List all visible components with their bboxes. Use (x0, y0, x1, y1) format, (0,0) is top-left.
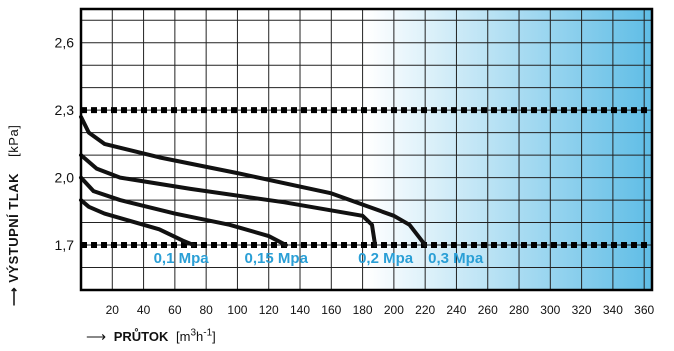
series-curve (79, 153, 378, 248)
series-curve (79, 198, 196, 248)
x-axis-title: PRŮTOK (113, 329, 169, 345)
x-tick-label: 280 (509, 303, 529, 317)
y-axis-unit: [kPa] (6, 124, 21, 157)
x-axis-unit: [m3h-1] (175, 328, 216, 345)
x-tick-label: 360 (634, 303, 654, 317)
x-tick-label: 340 (603, 303, 623, 317)
x-axis-arrow: ⟶ (86, 328, 107, 345)
x-tick-label: 140 (290, 303, 310, 317)
series-curve (79, 114, 428, 248)
x-tick-label: 180 (353, 303, 373, 317)
y-tick-label: 2,0 (55, 170, 75, 186)
x-tick-label: 120 (259, 303, 279, 317)
x-tick-label: 100 (227, 303, 247, 317)
series-curve (79, 175, 288, 248)
series-label: 0,15 Mpa (245, 250, 309, 267)
x-unit-prefix: [m (175, 329, 191, 345)
x-tick-label: 200 (384, 303, 404, 317)
x-tick-label: 220 (415, 303, 435, 317)
x-axis-label: ⟶ PRŮTOK [m3h-1] (86, 328, 216, 345)
y-axis-label: ⟶ VÝSTUPNÍ TLAK [kPa] (6, 125, 22, 306)
x-unit-sup-1: 3 (190, 328, 196, 339)
y-tick-label: 2,6 (55, 35, 75, 51)
x-tick-label: 320 (572, 303, 592, 317)
x-unit-mid: h (196, 329, 204, 345)
x-tick-label: 80 (199, 303, 213, 317)
x-tick-label: 300 (540, 303, 560, 317)
series-label: 0,1 Mpa (154, 250, 210, 267)
plot-frame (79, 7, 654, 292)
x-tick-label: 240 (446, 303, 466, 317)
x-tick-label: 160 (321, 303, 341, 317)
y-tick-label: 1,7 (55, 237, 75, 253)
series-label: 0,2 Mpa (358, 250, 414, 267)
series-label: 0,3 Mpa (428, 250, 484, 267)
x-tick-label: 20 (106, 303, 120, 317)
x-unit-suffix: ] (212, 329, 216, 345)
x-tick-label: 60 (168, 303, 182, 317)
y-tick-label: 2,3 (55, 102, 75, 118)
x-tick-label: 40 (137, 303, 151, 317)
y-axis-arrow: ⟶ (6, 286, 21, 306)
y-axis-title: VÝSTUPNÍ TLAK (6, 172, 21, 283)
x-unit-sup-2: -1 (203, 328, 213, 339)
x-tick-label: 260 (478, 303, 498, 317)
